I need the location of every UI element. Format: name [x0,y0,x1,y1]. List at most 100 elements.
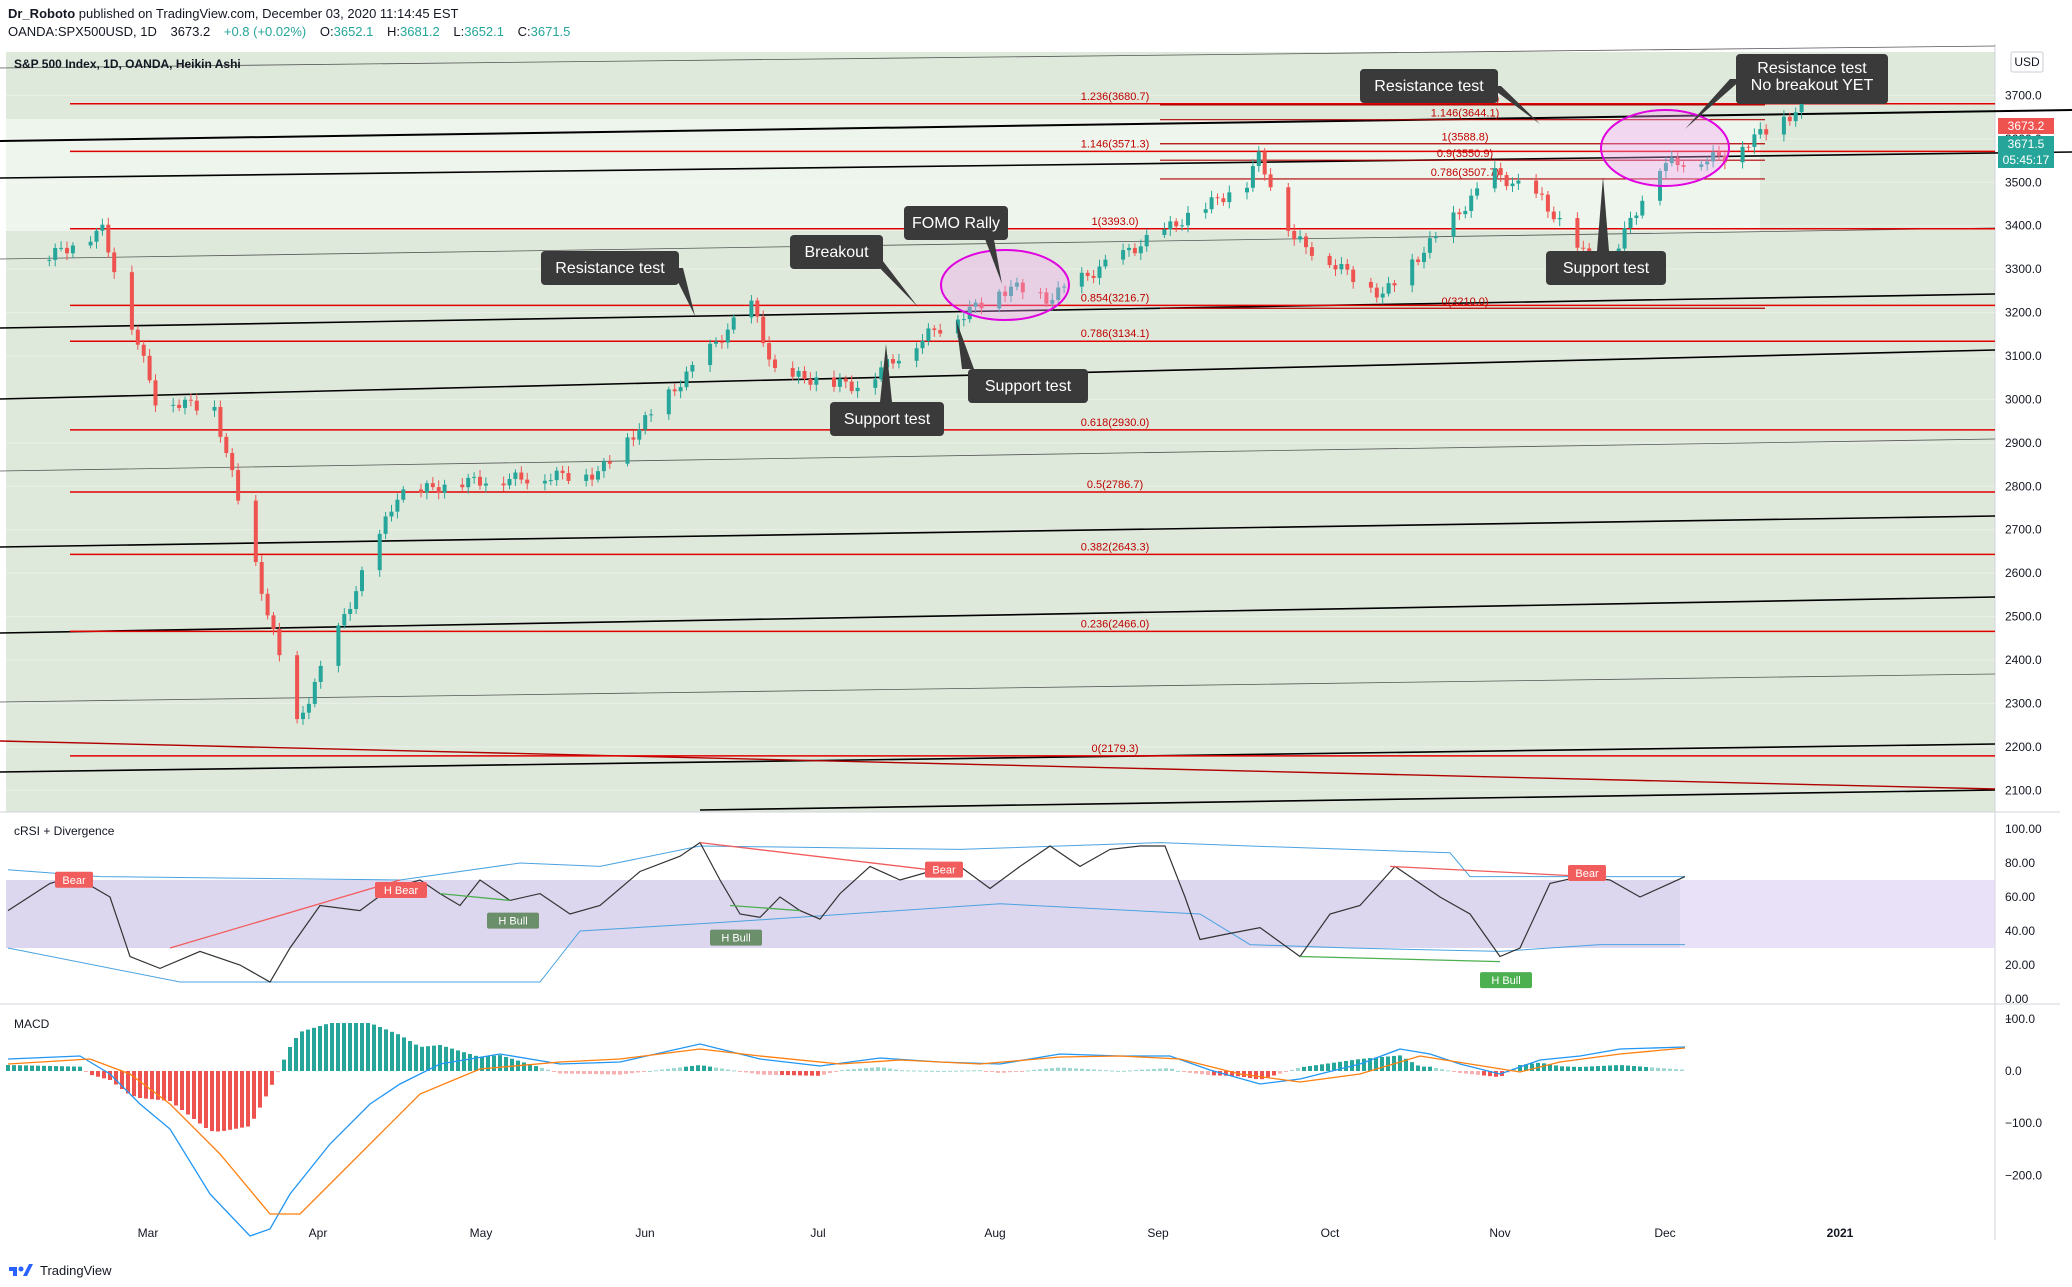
macd-histogram-bar [360,1023,364,1071]
macd-histogram-bar [744,1071,748,1073]
macd-histogram-bar [1020,1071,1024,1072]
time-axis-tick: Apr [309,1226,328,1240]
macd-histogram-bar [1476,1071,1480,1075]
candle-body [135,329,140,345]
candle-body [1717,152,1721,156]
macd-histogram-bar [1170,1068,1174,1071]
macd-histogram-bar [252,1071,256,1119]
macd-pane-title: MACD [14,1017,50,1031]
candle-body [566,473,571,481]
macd-histogram-bar [1134,1070,1138,1072]
macd-histogram-bar [1260,1071,1264,1080]
candle-body [832,377,836,387]
candle-body [1327,255,1332,266]
trend-channel-line [0,596,1996,634]
divergence-line [439,892,511,902]
macd-histogram-bar [696,1065,700,1071]
macd-histogram-bar [384,1029,388,1071]
candle-body [649,414,654,416]
candle-body [1475,188,1480,196]
macd-histogram-bar [1290,1069,1294,1071]
candle-body [1540,193,1544,195]
macd-histogram-bar [1554,1065,1558,1071]
candle-body [1787,116,1792,122]
time-axis-tick: Sep [1147,1226,1169,1240]
macd-histogram-bar [396,1034,400,1071]
candle-body [560,470,565,474]
macd-histogram-bar [1578,1067,1582,1071]
macd-histogram-bar [222,1071,226,1131]
divergence-badge [925,861,963,878]
last-price-label: 3673.2 [2008,119,2045,133]
macd-histogram-bar [1584,1066,1588,1071]
candle-body [1121,250,1126,260]
macd-histogram-bar [1398,1055,1402,1071]
candle-body [1174,221,1179,227]
fib-level-label: 0.5(2786.7) [1087,479,1143,491]
macd-histogram-bar [1362,1058,1366,1071]
price-axis-tick: 2700.0 [2005,523,2042,537]
candle-body [607,461,612,464]
candle-body [419,489,423,493]
macd-histogram-bar [984,1071,988,1072]
price-axis-tick: 3700.0 [2005,88,2042,102]
macd-histogram-bar [924,1070,928,1072]
candle-body [1162,229,1167,235]
macd-histogram-bar [408,1041,412,1071]
ohlc-high-label: H: [387,24,400,39]
candle-body [1268,174,1273,188]
macd-histogram-bar [1266,1071,1270,1078]
author-name[interactable]: Dr_Roboto [8,6,76,21]
rsi-axis-tick: 80.00 [2005,856,2035,870]
candle-body [466,477,471,488]
macd-histogram-bar [1014,1071,1018,1072]
price-axis-tick: 2600.0 [2005,566,2042,580]
candle-body [1097,266,1102,278]
candle-body [472,476,477,478]
macd-histogram-bar [1314,1065,1318,1071]
candle-body [1504,175,1509,187]
macd-histogram-bar [450,1048,454,1071]
macd-histogram-bar [510,1058,514,1071]
macd-histogram-bar [402,1037,406,1071]
chart-canvas[interactable]: 2100.0 2200.0 2300.0 2400.0 2500.0 2600.0 2700… [0,44,2072,1240]
macd-histogram-bar [438,1045,442,1071]
candle-body [1746,146,1751,148]
macd-histogram-bar [30,1065,34,1071]
macd-histogram-bar [846,1069,850,1071]
macd-histogram-bar [1632,1066,1636,1071]
macd-histogram-bar [1470,1071,1474,1075]
candle-body [271,615,276,630]
price-axis-tick: 2800.0 [2005,479,2042,493]
macd-histogram-bar [546,1069,550,1071]
macd-histogram-bar [372,1024,376,1071]
candle-body [383,516,388,534]
candle-body [1410,259,1415,286]
macd-histogram-bar [708,1066,712,1071]
macd-histogram-bar [1524,1064,1528,1071]
last-price-badge [1998,118,2054,134]
divergence-label: H Bull [1491,975,1520,987]
macd-histogram-bar [768,1071,772,1075]
rsi-axis-tick: 20.00 [2005,958,2035,972]
candle-body [1056,287,1061,300]
callout-text: Resistance test [555,260,665,277]
fib2-level-label: 0.9(3550.9) [1437,148,1493,160]
candle-body [767,343,772,360]
candle-body [218,406,223,437]
macd-histogram-bar [180,1071,184,1110]
candle-body [1286,187,1291,231]
macd-histogram-bar [750,1071,754,1074]
brand-name[interactable]: TradingView [40,1262,112,1278]
divergence-line [1389,865,1591,878]
callout-text: Breakout [804,244,869,261]
candle-body [932,328,937,331]
macd-axis-tick: −200.0 [2005,1168,2042,1182]
macd-histogram-bar [1284,1071,1288,1072]
candle-body [938,330,943,334]
macd-histogram-bar [210,1071,214,1132]
macd-histogram-bar [972,1070,976,1072]
candle-body [891,359,895,364]
macd-histogram-bar [414,1044,418,1071]
candle-body [312,681,317,704]
